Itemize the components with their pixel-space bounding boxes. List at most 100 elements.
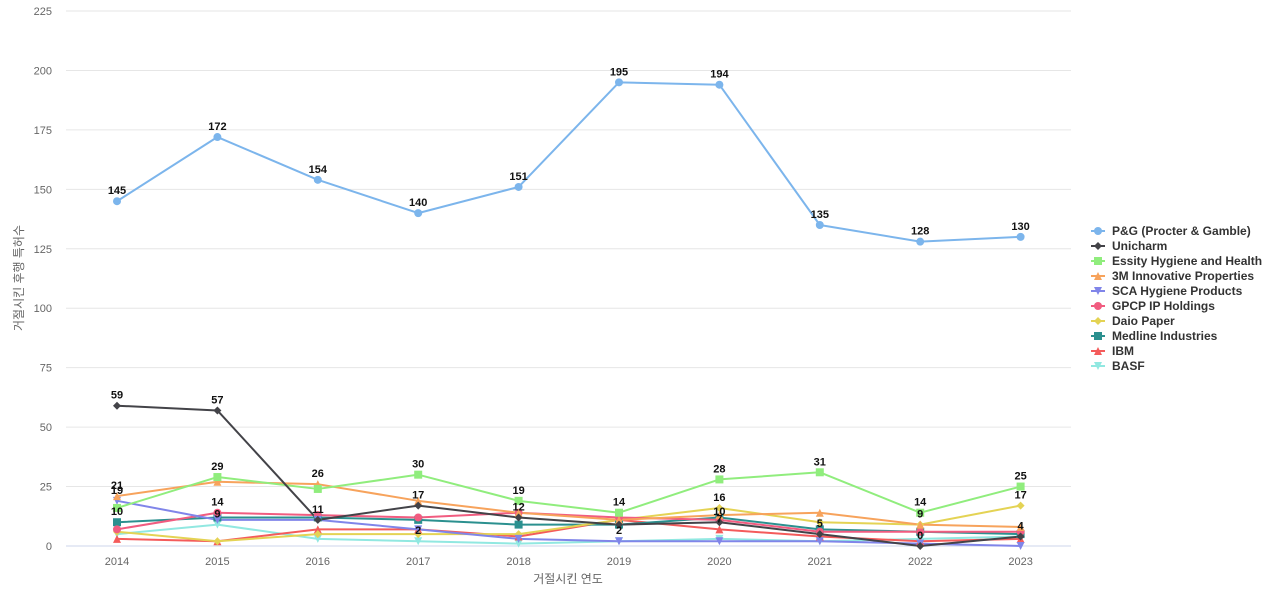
legend-item[interactable]: Essity Hygiene and Health [1091, 254, 1262, 268]
data-label: 59 [111, 390, 123, 402]
data-label: 9 [917, 509, 923, 521]
data-label: 16 [713, 492, 725, 504]
data-point [514, 508, 523, 517]
legend-item[interactable]: GPCP IP Holdings [1091, 299, 1215, 313]
data-point [514, 539, 523, 548]
x-tick-label: 2016 [306, 556, 330, 568]
legend-marker [1094, 287, 1102, 295]
legend-item[interactable]: SCA Hygiene Products [1091, 284, 1243, 298]
data-point [213, 520, 222, 529]
data-point [615, 508, 623, 517]
data-label: 30 [412, 459, 424, 471]
legend-marker [1094, 362, 1102, 370]
x-axis-title: 거절시킨 연도 [533, 572, 603, 586]
data-label: 10 [713, 506, 725, 518]
legend-item[interactable]: P&G (Procter & Gamble) [1091, 224, 1251, 238]
data-label: 14 [914, 497, 927, 509]
x-tick-label: 2021 [808, 556, 832, 568]
y-tick-label: 75 [40, 363, 52, 375]
legend-marker [1094, 242, 1102, 250]
data-label: 195 [610, 66, 628, 78]
data-point [815, 468, 824, 477]
data-point [113, 492, 121, 501]
data-point [113, 503, 121, 512]
data-label: 57 [211, 394, 223, 406]
data-point [213, 133, 222, 142]
y-tick-label: 175 [34, 125, 52, 137]
data-label: 28 [713, 463, 725, 475]
y-tick-label: 200 [34, 65, 52, 77]
y-tick-label: 25 [40, 482, 52, 494]
data-label: 25 [1014, 471, 1026, 483]
data-point [213, 508, 222, 517]
legend-marker [1094, 332, 1102, 340]
data-label: 154 [309, 164, 328, 176]
data-point [1016, 522, 1025, 531]
data-point [916, 508, 925, 517]
legend-label: GPCP IP Holdings [1112, 299, 1215, 313]
y-tick-label: 0 [46, 541, 52, 553]
legend-item[interactable]: Medline Industries [1091, 329, 1218, 343]
data-point [514, 496, 523, 505]
legend-marker [1094, 302, 1102, 310]
series-lines [116, 81, 1021, 547]
x-tick-label: 2017 [406, 556, 430, 568]
y-tick-label: 150 [34, 184, 52, 196]
data-point [414, 470, 423, 479]
legend-marker [1094, 227, 1102, 235]
data-point [414, 530, 423, 539]
data-point [815, 508, 824, 517]
data-point [715, 80, 724, 89]
data-label: 151 [509, 171, 527, 183]
legend-label: Essity Hygiene and Health [1112, 254, 1262, 268]
data-label: 130 [1011, 221, 1029, 233]
data-point [815, 537, 824, 546]
data-point [1016, 532, 1025, 541]
data-label: 17 [412, 490, 424, 502]
data-label: 7 [716, 513, 722, 525]
series-line [116, 81, 1021, 243]
y-axis-title: 거절시킨 후행 특허수 [11, 225, 26, 331]
data-point [715, 518, 724, 527]
data-point [1016, 482, 1025, 491]
data-point [113, 525, 121, 534]
legend-label: Daio Paper [1112, 314, 1175, 328]
data-label: 19 [512, 485, 524, 497]
data-point [313, 175, 322, 184]
data-point [414, 525, 423, 534]
series-line [116, 516, 1021, 536]
data-label: 29 [211, 461, 223, 473]
legend-item[interactable]: Daio Paper [1091, 314, 1175, 328]
series-line [116, 471, 1021, 514]
series-line [116, 404, 1021, 547]
data-point [815, 221, 824, 229]
data-point [1016, 501, 1025, 510]
data-point [313, 534, 322, 543]
data-point [1016, 542, 1025, 550]
data-label: 26 [312, 468, 324, 480]
data-point [1016, 232, 1025, 241]
grid-lines [66, 10, 1071, 488]
legend-item[interactable]: 3M Innovative Properties [1091, 269, 1254, 283]
data-point [213, 473, 222, 482]
data-point [213, 515, 222, 524]
legend-item[interactable]: Unicharm [1091, 239, 1167, 253]
data-label: 14 [613, 497, 626, 509]
legend-item[interactable]: IBM [1091, 344, 1134, 358]
data-label: 17 [1014, 490, 1026, 502]
data-point [916, 542, 925, 550]
data-point [414, 537, 423, 546]
data-point [414, 513, 423, 522]
legend-marker [1094, 257, 1102, 265]
legend-item[interactable]: BASF [1091, 359, 1145, 373]
data-point [715, 525, 724, 534]
data-label: 2 [415, 525, 421, 537]
data-point [916, 527, 925, 536]
data-point [815, 518, 824, 527]
data-point [615, 515, 623, 524]
data-label: 0 [917, 530, 923, 542]
data-label: 19 [111, 485, 123, 497]
y-tick-label: 125 [34, 244, 52, 256]
series-markers [113, 78, 1025, 550]
